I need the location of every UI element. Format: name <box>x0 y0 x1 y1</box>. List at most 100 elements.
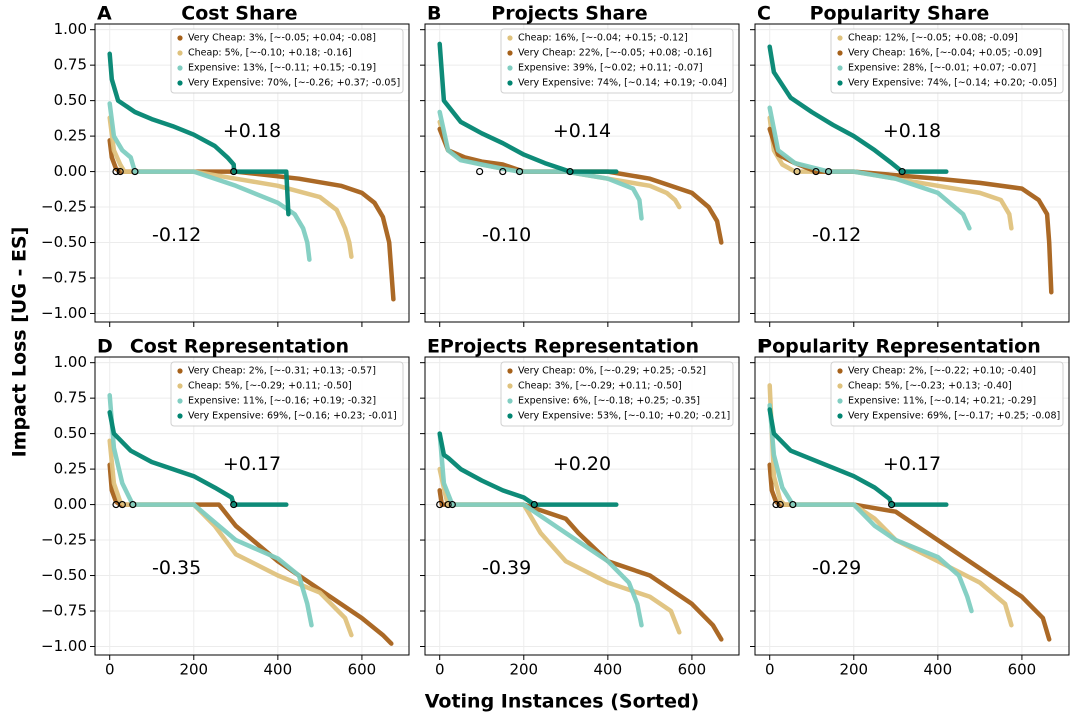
series-curve <box>437 41 619 174</box>
y-tick-label: 0.00 <box>54 495 87 513</box>
panel-letter: D <box>97 336 113 358</box>
series-curve <box>767 44 949 174</box>
y-tick-label: −1.00 <box>41 304 87 322</box>
zero-crossing <box>793 167 801 176</box>
legend-swatch <box>507 80 513 86</box>
legend-label: Expensive: 28%, [~-0.01; +0.07; -0.07] <box>848 63 1036 74</box>
legend-box <box>830 361 1064 427</box>
legend-label: Expensive: 39%, [~0.02; +0.11; -0.07] <box>518 63 703 74</box>
x-tick-label: 600 <box>1008 661 1037 679</box>
zero-crossing <box>499 167 507 176</box>
y-tick-label: 0.75 <box>54 56 87 74</box>
x-tick-label: 0 <box>765 661 775 679</box>
plot-frame <box>754 356 1070 656</box>
x-tick-label: 200 <box>839 661 868 679</box>
y-tick-label: 1.00 <box>54 353 87 371</box>
y-tick-label: 0.25 <box>54 460 87 478</box>
annotation: -0.29 <box>812 557 861 579</box>
x-tick-label: 200 <box>179 661 208 679</box>
legend-label: Very Expensive: 69%, [~0.16; +0.23; -0.0… <box>188 411 397 422</box>
legend-box <box>500 28 734 94</box>
zero-crossing <box>129 500 137 509</box>
legend-label: Cheap: 5%, [~-0.10; +0.18; -0.16] <box>188 48 352 59</box>
panel-title: Popularity Representation <box>758 336 1041 358</box>
legend-label: Very Cheap: 16%, [~-0.04; +0.05; -0.09] <box>848 48 1042 59</box>
legend-swatch <box>177 35 183 41</box>
series-curve <box>437 431 644 628</box>
series-curve <box>767 462 1052 642</box>
legend-swatch <box>837 65 843 71</box>
x-tick-label: 0 <box>105 661 115 679</box>
zero-crossing <box>824 167 833 176</box>
annotation: +0.14 <box>553 120 611 142</box>
zero-crossing <box>112 167 120 176</box>
series-curve <box>107 438 354 638</box>
zero-crossing <box>131 167 139 176</box>
x-tick-label: 400 <box>264 661 293 679</box>
annotation: +0.17 <box>223 453 281 475</box>
zero-crossing <box>118 500 126 509</box>
legend-label: Expensive: 13%, [~-0.11; +0.15; -0.19] <box>188 63 376 74</box>
zero-crossing <box>898 167 906 176</box>
legend-swatch <box>177 413 183 419</box>
x-axis-label: Voting Instances (Sorted) <box>425 691 700 713</box>
legend-box <box>170 361 404 427</box>
zero-crossing <box>230 500 238 509</box>
annotation: +0.18 <box>883 120 941 142</box>
legend-label: Very Cheap: 3%, [~-0.05; +0.04; -0.08] <box>188 33 376 44</box>
series-curve <box>107 101 312 262</box>
legend-swatch <box>837 368 843 374</box>
zero-crossing <box>566 167 574 176</box>
y-tick-label: −0.75 <box>41 602 87 620</box>
legend-box <box>170 28 404 94</box>
series-curve <box>767 383 1014 628</box>
zero-crossing <box>772 500 780 509</box>
annotation: -0.35 <box>152 557 201 579</box>
zero-crossing <box>789 500 797 509</box>
legend-label: Expensive: 11%, [~-0.16; +0.19; -0.32] <box>188 396 376 407</box>
legend-label: Cheap: 5%, [~-0.23; +0.13; -0.40] <box>848 381 1012 392</box>
zero-crossing <box>530 500 538 509</box>
plot-frame <box>94 23 410 323</box>
x-tick-label: 600 <box>348 661 377 679</box>
legend-swatch <box>837 80 843 86</box>
legend-swatch <box>507 35 513 41</box>
zero-crossing <box>116 167 124 176</box>
annotation: -0.12 <box>152 224 201 246</box>
legend-label: Very Cheap: 22%, [~-0.05; +0.08; -0.16] <box>518 48 712 59</box>
y-tick-label: 0.25 <box>54 127 87 145</box>
legend-label: Cheap: 16%, [~-0.04; +0.15; -0.12] <box>518 33 688 44</box>
y-tick-label: 0.50 <box>54 91 87 109</box>
series-curve <box>107 462 394 646</box>
legend-swatch <box>507 50 513 56</box>
legend-swatch <box>837 383 843 389</box>
legend-label: Very Cheap: 2%, [~-0.31; +0.13; -0.57] <box>188 366 376 377</box>
legend-label: Expensive: 6%, [~-0.18; +0.25; -0.35] <box>518 396 700 407</box>
panel-letter: E <box>427 336 440 358</box>
legend-label: Very Expensive: 74%, [~0.14; +0.19; -0.0… <box>518 78 727 89</box>
zero-crossing <box>776 500 784 509</box>
zero-crossing <box>230 167 238 176</box>
legend-swatch <box>507 398 513 404</box>
x-tick-label: 400 <box>924 661 953 679</box>
legend-swatch <box>837 398 843 404</box>
legend-label: Cheap: 5%, [~-0.29; +0.11; -0.50] <box>188 381 352 392</box>
panel-title: Cost Share <box>181 3 297 25</box>
legend-swatch <box>177 368 183 374</box>
legend-label: Very Expensive: 70%, [~-0.26; +0.37; -0.… <box>188 78 400 89</box>
annotation: -0.39 <box>482 557 531 579</box>
legend-label: Very Expensive: 53%, [~-0.10; +0.20; -0.… <box>518 411 730 422</box>
legend-swatch <box>507 383 513 389</box>
legend-swatch <box>177 398 183 404</box>
x-tick-label: 0 <box>435 661 445 679</box>
panel: 0 200 400 600 E Projects Representation +0.20 -… <box>420 336 740 679</box>
y-tick-label: 0.00 <box>54 162 87 180</box>
series-curve <box>107 410 289 507</box>
legend-swatch <box>837 50 843 56</box>
series-curve <box>107 393 314 628</box>
panel-title: Projects Representation <box>440 336 699 358</box>
y-tick-label: 1.00 <box>54 20 87 38</box>
legend-box <box>500 361 734 427</box>
annotation: +0.17 <box>883 453 941 475</box>
